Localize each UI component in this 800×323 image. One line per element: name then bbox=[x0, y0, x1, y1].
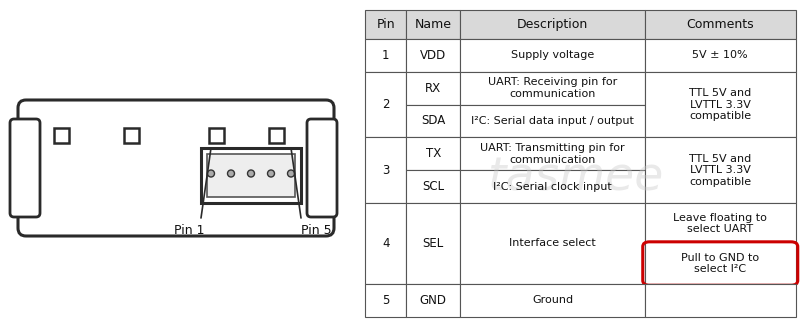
Text: TX: TX bbox=[426, 147, 441, 161]
Bar bbox=[460, 10, 645, 39]
Text: 1: 1 bbox=[382, 49, 390, 62]
Bar bbox=[645, 10, 795, 39]
Bar bbox=[460, 138, 645, 170]
Bar bbox=[460, 72, 645, 105]
Text: Pull to GND to
select I²C: Pull to GND to select I²C bbox=[681, 253, 759, 274]
Bar bbox=[366, 39, 406, 72]
Bar bbox=[366, 203, 406, 284]
Text: tasmee: tasmee bbox=[488, 155, 664, 200]
Bar bbox=[645, 39, 795, 72]
Circle shape bbox=[247, 170, 254, 177]
Bar bbox=[645, 284, 795, 317]
Bar bbox=[123, 128, 138, 142]
Bar bbox=[406, 39, 460, 72]
Text: I²C: Serial data input / output: I²C: Serial data input / output bbox=[471, 116, 634, 126]
Text: UART: Receiving pin for
communication: UART: Receiving pin for communication bbox=[488, 77, 617, 99]
Bar bbox=[201, 148, 301, 203]
Text: GND: GND bbox=[420, 294, 446, 307]
Bar bbox=[645, 203, 795, 284]
Bar bbox=[645, 72, 795, 138]
Text: SDA: SDA bbox=[421, 114, 446, 128]
Text: SEL: SEL bbox=[422, 237, 444, 250]
Text: Description: Description bbox=[517, 18, 588, 31]
Text: 5V ± 10%: 5V ± 10% bbox=[693, 50, 748, 60]
Text: 2: 2 bbox=[382, 98, 390, 111]
Text: 5: 5 bbox=[382, 294, 390, 307]
Circle shape bbox=[287, 170, 294, 177]
Bar bbox=[406, 203, 460, 284]
Bar bbox=[406, 138, 460, 170]
Text: Pin 1: Pin 1 bbox=[174, 224, 204, 237]
Bar bbox=[406, 105, 460, 138]
Bar bbox=[460, 39, 645, 72]
Bar bbox=[645, 138, 795, 203]
Text: Ground: Ground bbox=[532, 295, 573, 305]
Text: Interface select: Interface select bbox=[509, 238, 596, 248]
Text: I²C: Serial clock input: I²C: Serial clock input bbox=[493, 182, 612, 192]
FancyBboxPatch shape bbox=[10, 119, 40, 217]
FancyBboxPatch shape bbox=[18, 100, 334, 236]
Text: SCL: SCL bbox=[422, 180, 444, 193]
Text: Name: Name bbox=[414, 18, 452, 31]
Text: Leave floating to
select UART: Leave floating to select UART bbox=[674, 213, 767, 234]
Circle shape bbox=[207, 170, 214, 177]
Text: Pin: Pin bbox=[377, 18, 395, 31]
Bar bbox=[460, 203, 645, 284]
Text: TTL 5V and
LVTTL 3.3V
compatible: TTL 5V and LVTTL 3.3V compatible bbox=[689, 154, 751, 187]
Bar bbox=[366, 284, 406, 317]
Bar bbox=[460, 284, 645, 317]
Text: UART: Transmitting pin for
communication: UART: Transmitting pin for communication bbox=[480, 143, 625, 165]
Bar bbox=[406, 284, 460, 317]
Bar bbox=[460, 170, 645, 203]
Text: RX: RX bbox=[425, 82, 442, 95]
Bar bbox=[207, 154, 295, 197]
Text: 3: 3 bbox=[382, 164, 390, 177]
Text: Pin 5: Pin 5 bbox=[301, 224, 331, 237]
Text: VDD: VDD bbox=[420, 49, 446, 62]
Bar bbox=[366, 10, 406, 39]
Bar bbox=[366, 138, 406, 203]
Bar bbox=[406, 72, 460, 105]
Circle shape bbox=[227, 170, 234, 177]
Bar bbox=[209, 128, 223, 142]
Bar bbox=[269, 128, 283, 142]
Circle shape bbox=[267, 170, 274, 177]
Bar bbox=[54, 128, 69, 142]
Bar bbox=[406, 10, 460, 39]
Bar bbox=[366, 72, 406, 138]
Text: Comments: Comments bbox=[686, 18, 754, 31]
Text: 4: 4 bbox=[382, 237, 390, 250]
Text: TTL 5V and
LVTTL 3.3V
compatible: TTL 5V and LVTTL 3.3V compatible bbox=[689, 88, 751, 121]
Text: Supply voltage: Supply voltage bbox=[511, 50, 594, 60]
Bar bbox=[460, 105, 645, 138]
Bar bbox=[406, 170, 460, 203]
FancyBboxPatch shape bbox=[307, 119, 337, 217]
